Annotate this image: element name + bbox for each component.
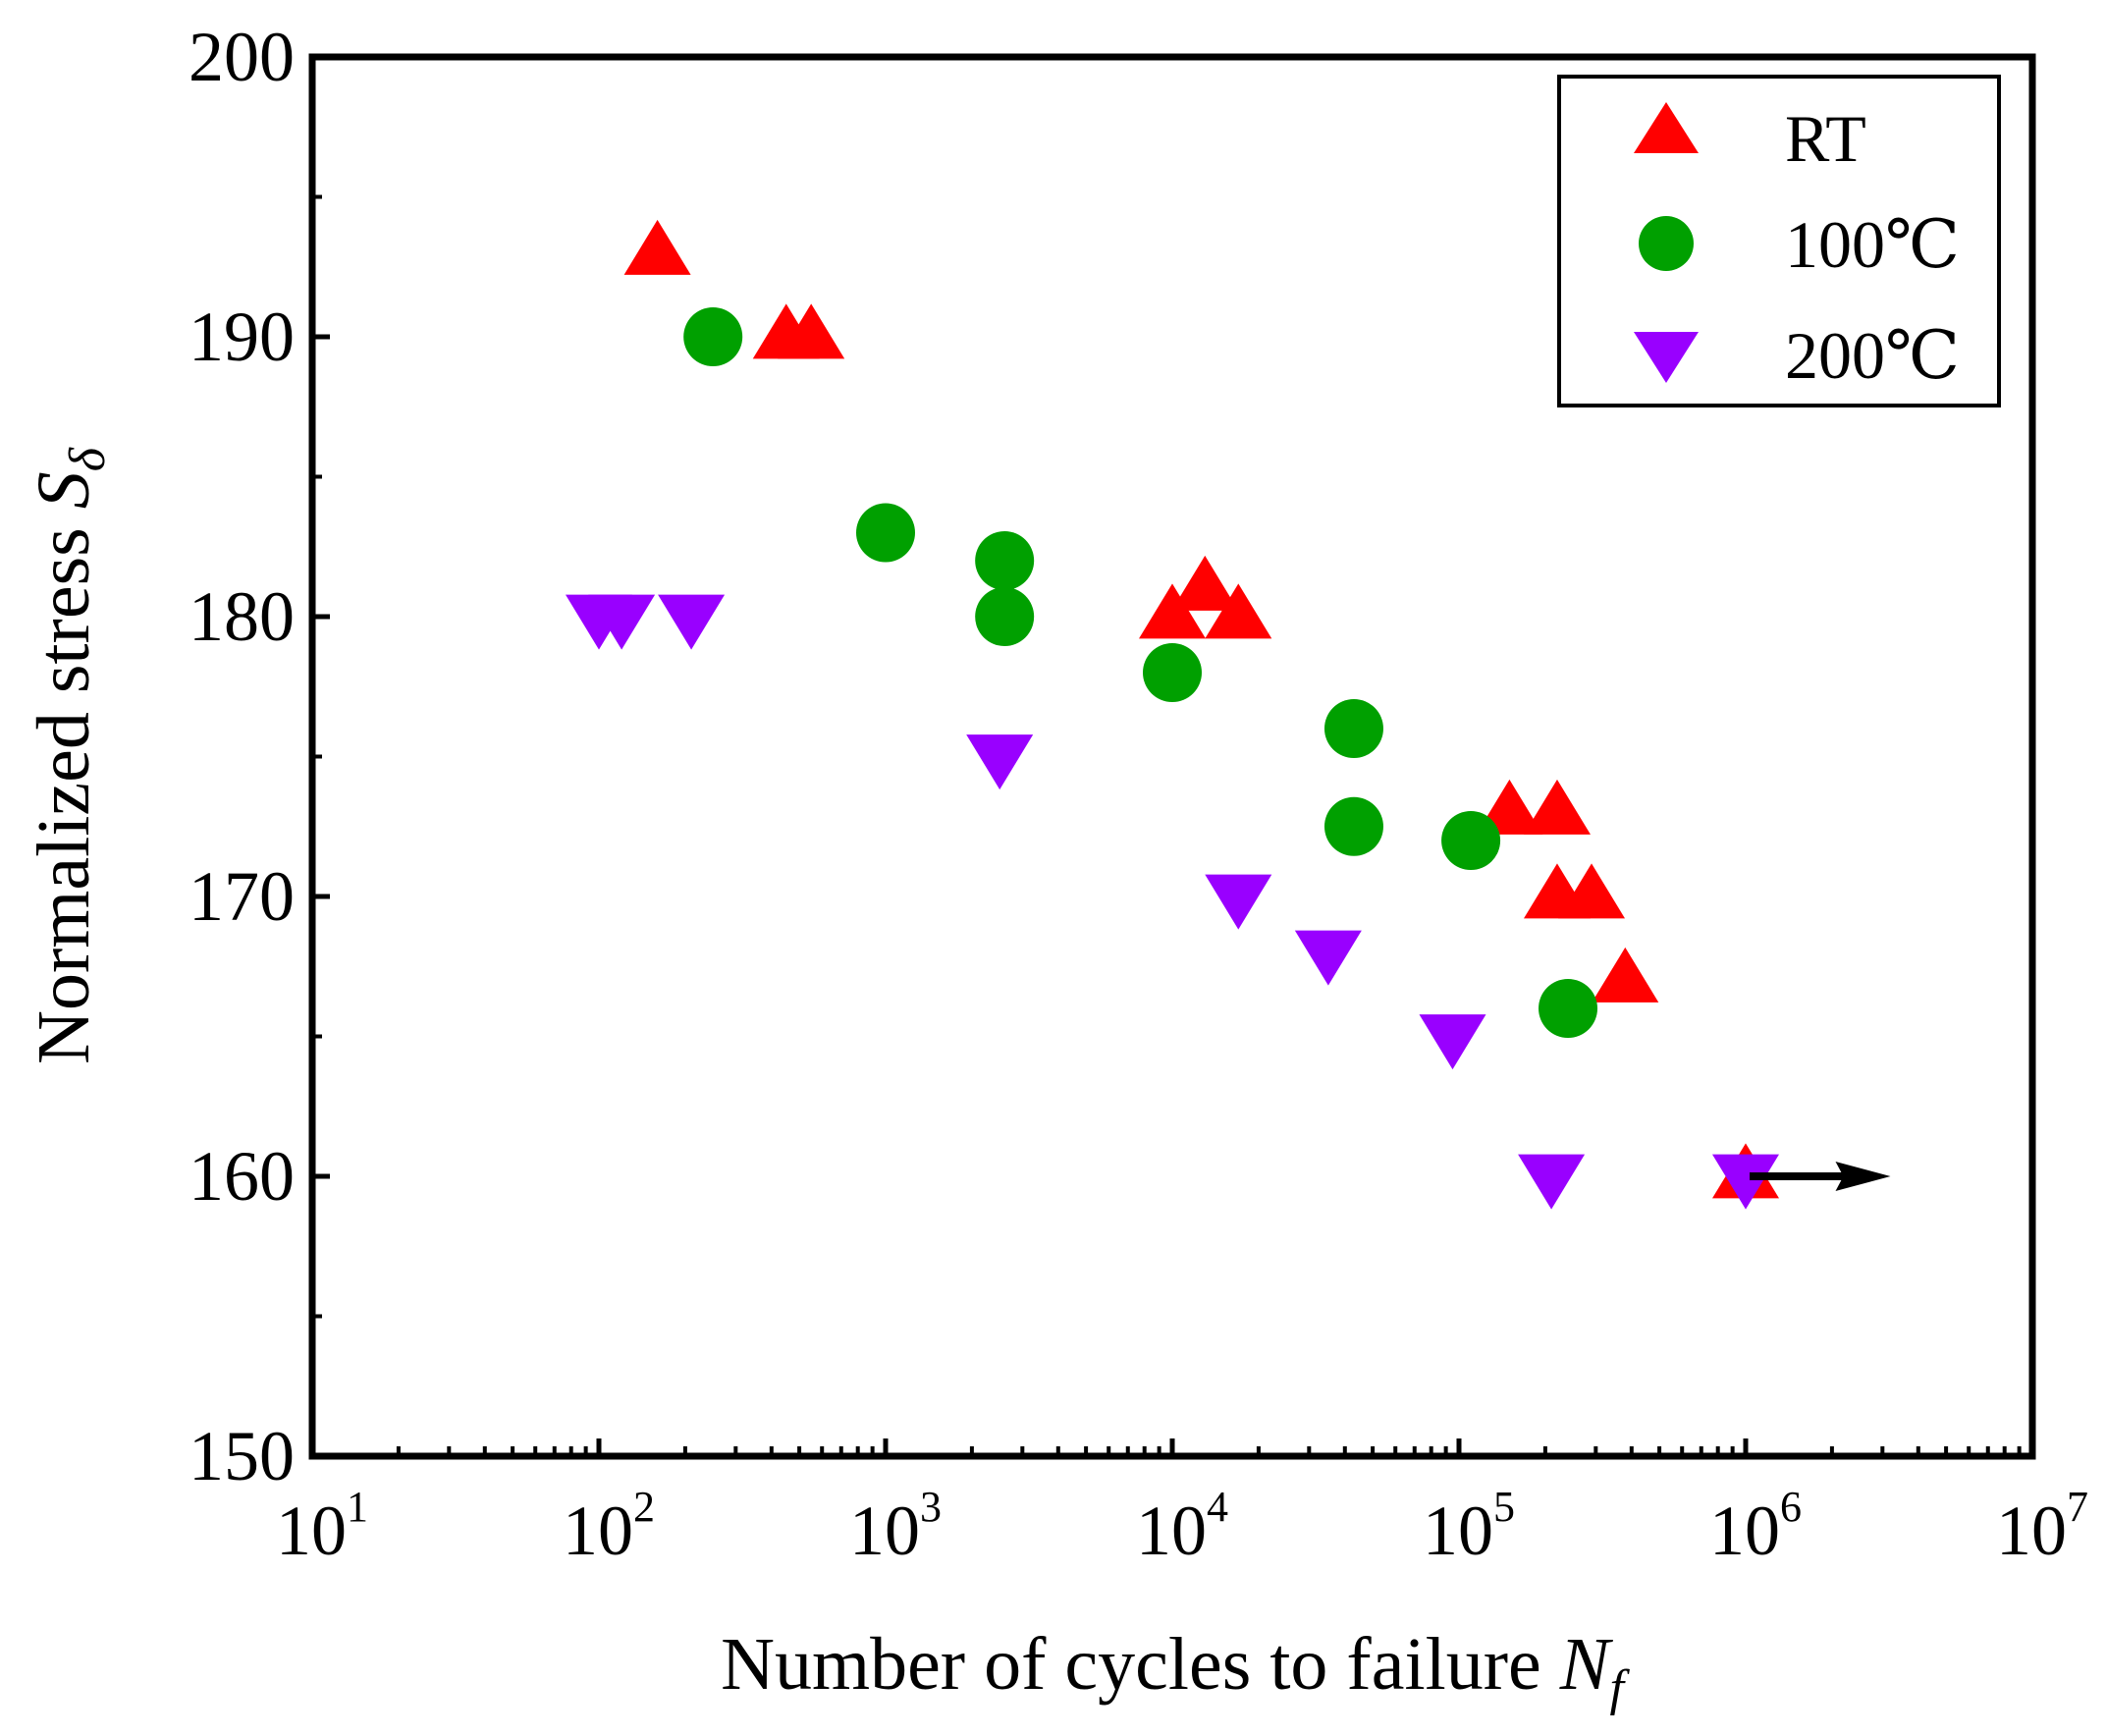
- marker-series1-point6: [1323, 796, 1383, 856]
- marker-series2-point5: [1294, 930, 1362, 986]
- x-tick-label-1e7: 107: [1996, 1483, 2088, 1570]
- x-axis-ticks: [309, 1438, 2035, 1456]
- legend-marker-100c: [1639, 216, 1694, 271]
- x-tick-labels: 101 102 103 104 105 106 107: [276, 1483, 2088, 1570]
- y-axis-title: Normalized stress Sδ: [23, 447, 116, 1064]
- marker-series2-point7: [1518, 1154, 1586, 1210]
- legend-label-200c: 200℃: [1785, 318, 1960, 393]
- marker-series0-point9: [1558, 863, 1626, 919]
- y-tick-label-200: 200: [189, 18, 295, 96]
- x-axis-title: Number of cycles to failure Nf: [721, 1623, 1630, 1716]
- y-tick-label-180: 180: [189, 577, 295, 656]
- legend-label-rt: RT: [1785, 101, 1866, 176]
- marker-series0-point5: [1205, 583, 1272, 639]
- marker-series1-point3: [975, 587, 1035, 646]
- marker-series0-point10: [1592, 947, 1659, 1003]
- marker-series0-point6: [1476, 779, 1543, 835]
- marker-series1-point5: [1323, 699, 1383, 758]
- marker-series1-point4: [1143, 643, 1202, 702]
- marker-series0-point3: [1139, 583, 1206, 639]
- marker-series0-point7: [1523, 779, 1591, 835]
- x-tick-label-1e3: 103: [849, 1483, 942, 1570]
- marker-series0-point0: [623, 219, 691, 275]
- y-tick-label-190: 190: [189, 298, 295, 376]
- marker-series2-point4: [1205, 874, 1272, 930]
- data-markers: [566, 219, 1779, 1210]
- marker-series0-point4: [1171, 555, 1239, 611]
- marker-series2-point2: [658, 594, 726, 650]
- y-tick-labels: 150 160 170 180 190 200: [189, 18, 295, 1495]
- marker-series2-point3: [966, 734, 1034, 790]
- x-tick-label-1e2: 102: [563, 1483, 655, 1570]
- legend-marker-200c: [1634, 332, 1699, 383]
- y-tick-label-150: 150: [189, 1417, 295, 1495]
- legend-label-100c: 100℃: [1785, 207, 1960, 282]
- marker-series1-point2: [975, 531, 1035, 590]
- marker-series2-point6: [1419, 1014, 1486, 1070]
- y-tick-label-170: 170: [189, 857, 295, 936]
- runout-arrow-head: [1835, 1162, 1891, 1191]
- legend: RT 100℃ 200℃: [1557, 75, 2001, 407]
- x-tick-label-1e6: 106: [1709, 1483, 1802, 1570]
- legend-marker-rt: [1634, 102, 1699, 153]
- runout-arrow: [1750, 1162, 1891, 1191]
- x-tick-label-1e1: 101: [276, 1483, 368, 1570]
- x-tick-label-1e4: 104: [1136, 1483, 1228, 1570]
- marker-series1-point0: [683, 307, 743, 366]
- marker-series1-point8: [1539, 979, 1598, 1038]
- y-axis-ticks: [312, 54, 330, 1459]
- marker-series0-point2: [778, 303, 845, 359]
- marker-series2-point8: [1712, 1154, 1779, 1210]
- legend-box: [1557, 75, 2001, 407]
- marker-series1-point1: [856, 503, 915, 563]
- marker-series1-point7: [1441, 811, 1501, 870]
- x-tick-label-1e5: 105: [1423, 1483, 1515, 1570]
- marker-series2-point1: [588, 594, 656, 650]
- y-tick-label-160: 160: [189, 1137, 295, 1216]
